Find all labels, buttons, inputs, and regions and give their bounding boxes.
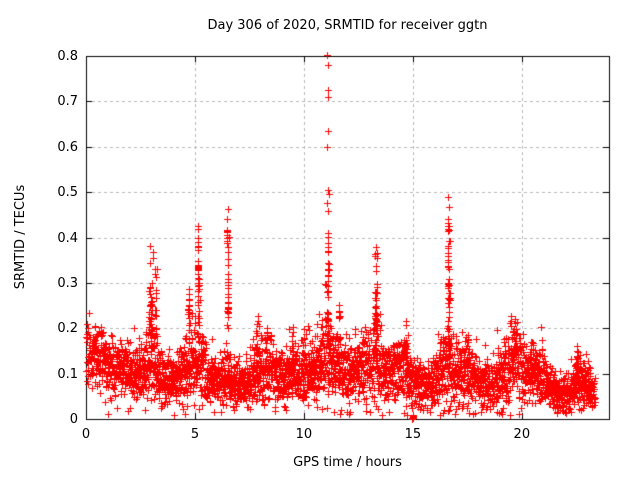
x-axis-title: GPS time / hours <box>293 455 402 470</box>
y-tick-label: 0.6 <box>57 139 78 155</box>
y-tick-label: 0.4 <box>57 230 78 246</box>
y-tick-label: 0.1 <box>57 366 78 382</box>
x-tick-label: 5 <box>190 427 200 442</box>
x-tick-label: 15 <box>404 427 422 442</box>
y-tick-label: 0.8 <box>57 49 78 64</box>
x-tick-label: 20 <box>513 427 531 442</box>
y-tick-label: 0 <box>69 412 78 427</box>
y-tick-label: 0.7 <box>57 94 78 110</box>
chart-title: Day 306 of 2020, SRMTID for receiver ggt… <box>207 18 488 33</box>
y-tick-label: 0.5 <box>57 185 78 201</box>
y-tick-label: 0.3 <box>57 275 78 291</box>
x-tick-label: 0 <box>81 427 91 442</box>
y-tick-label: 0.2 <box>57 321 78 337</box>
x-tick-label: 10 <box>295 427 313 442</box>
